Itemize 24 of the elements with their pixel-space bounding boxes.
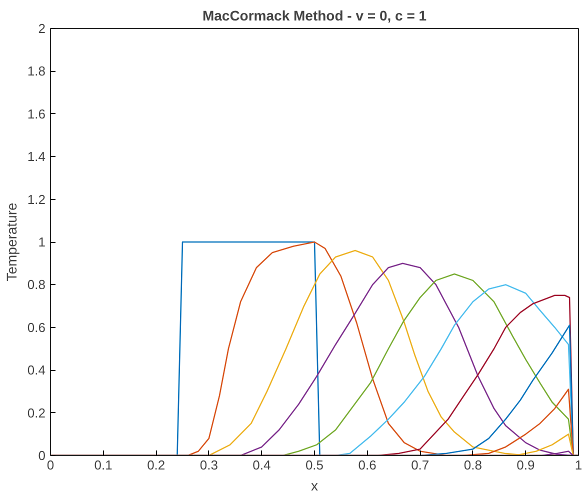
y-tick-label: 0.6 — [27, 320, 46, 335]
x-tick-label: 0.2 — [147, 458, 166, 472]
x-tick-label: 0.9 — [516, 458, 535, 472]
x-tick-label: 0.7 — [411, 458, 430, 472]
x-tick-label: 1 — [574, 458, 582, 472]
y-tick-label: 0 — [38, 448, 46, 463]
y-tick-label: 2 — [38, 21, 46, 36]
x-tick-label: 0.6 — [358, 458, 376, 472]
y-tick-label: 1.2 — [27, 192, 46, 207]
x-tick-label: 0.1 — [94, 458, 112, 472]
chart-title: MacCormack Method - v = 0, c = 1 — [202, 8, 427, 24]
y-tick-label: 1.8 — [27, 64, 46, 79]
y-axis-title: Temperature — [3, 202, 20, 282]
y-tick-label: 1 — [38, 234, 46, 250]
x-tick-label: 0.4 — [252, 458, 271, 472]
x-axis-title: x — [311, 478, 318, 494]
x-tick-label: 0.3 — [200, 458, 218, 472]
x-tick-label: 0.5 — [305, 458, 324, 472]
x-tick-label: 0.8 — [464, 458, 482, 472]
y-tick-label: 0.4 — [27, 362, 46, 378]
y-tick-label: 0.8 — [27, 277, 46, 292]
y-tick-label: 0.2 — [27, 405, 46, 420]
y-tick-label: 1.4 — [27, 149, 46, 164]
y-tick-label: 1.6 — [27, 106, 46, 122]
